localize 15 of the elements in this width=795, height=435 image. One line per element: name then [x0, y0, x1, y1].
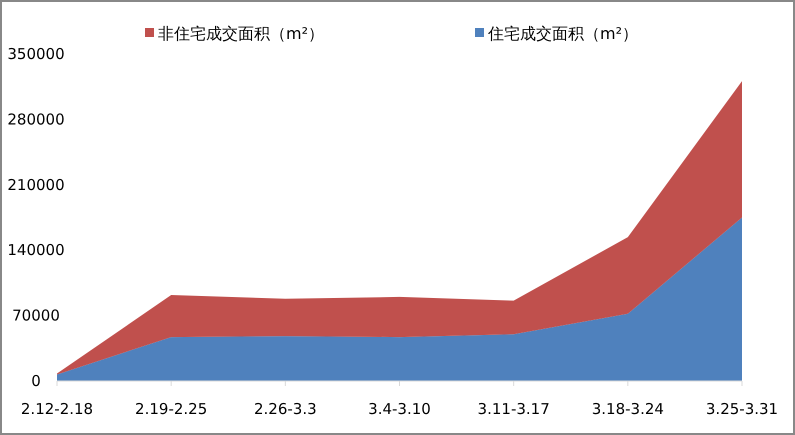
x-tick-label: 3.11-3.17: [478, 400, 550, 418]
x-tick-label: 3.18-3.24: [592, 400, 664, 418]
y-tick-label: 140000: [7, 241, 65, 260]
x-tick-label: 2.19-2.25: [135, 400, 208, 418]
legend-label: 非住宅成交面积（m²）: [158, 24, 324, 43]
x-tick-label: 3.4-3.10: [368, 400, 431, 418]
x-tick-label: 2.26-3.3: [254, 400, 317, 418]
x-tick-label: 2.12-2.18: [20, 400, 94, 418]
x-tick-label: 3.25-3.31: [706, 400, 778, 418]
y-tick-label: 210000: [7, 176, 65, 194]
y-tick-label: 350000: [7, 45, 65, 63]
legend-label: 住宅成交面积（m²）: [487, 24, 638, 43]
y-tick-label: 0: [31, 372, 41, 390]
y-tick-label: 70000: [12, 306, 60, 325]
y-tick-label: 280000: [7, 110, 65, 128]
